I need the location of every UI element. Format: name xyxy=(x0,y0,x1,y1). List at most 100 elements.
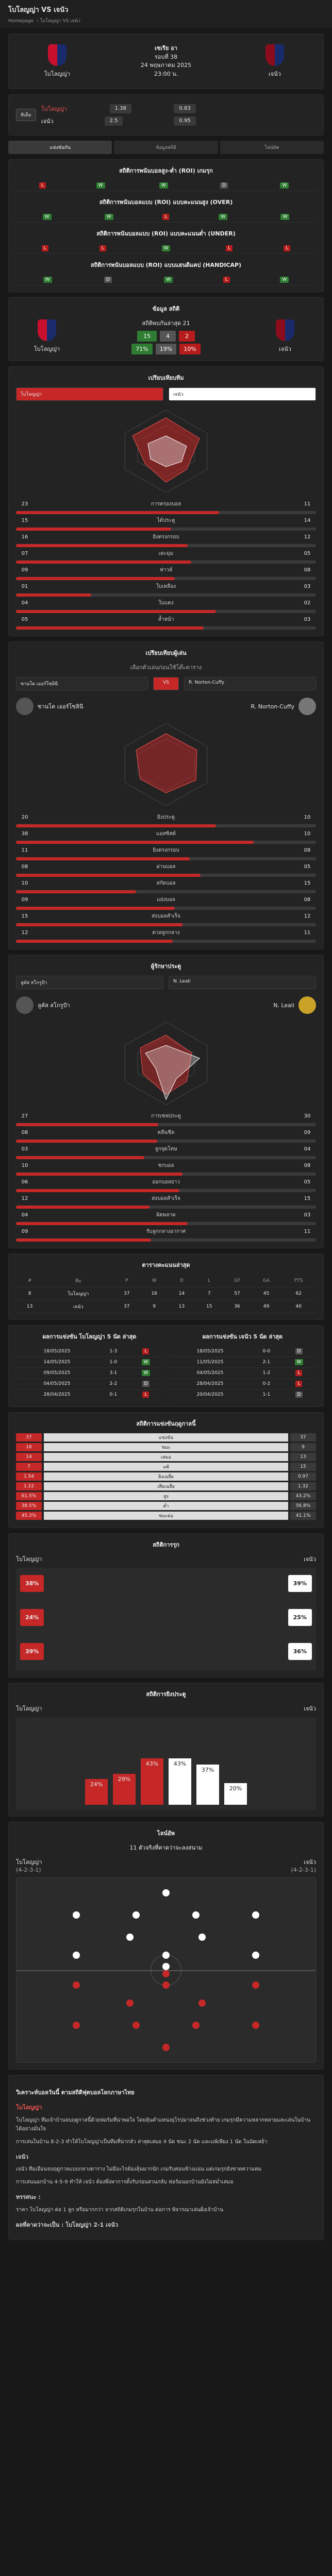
home-player-marker[interactable] xyxy=(198,1999,206,2007)
table-row[interactable]: 04/05/2025 1-2 L xyxy=(169,1367,316,1379)
away-player-marker[interactable] xyxy=(73,1911,80,1919)
analysis-p4: การเล่นนอกบ้าน 4-5-9 ทำให้ เจนัว ต้องพึ่… xyxy=(16,2179,234,2185)
form-result-badge: L xyxy=(142,1392,150,1398)
standings-table: # ทีม P W D L GF GA PTS 8 โบโลญญ่า 37 16 14 7 57 45 62 13… xyxy=(16,1275,316,1313)
standings-cell: 40 xyxy=(281,1300,316,1313)
player-stat-bar xyxy=(16,940,316,943)
team-stat-row: 01 ใบเหลือง 03 xyxy=(16,580,316,594)
goal-bar-3: 43% xyxy=(141,1758,163,1805)
player-stat-home-value: 20 xyxy=(21,815,28,820)
standings-cell: 8 xyxy=(16,1287,44,1300)
away-player-marker[interactable] xyxy=(252,1911,259,1919)
home-team[interactable]: โบโลญญ่า xyxy=(26,44,88,78)
away-player-marker[interactable] xyxy=(73,1952,80,1959)
player-select-away[interactable]: R. Norton-Cuffy xyxy=(184,677,316,690)
season-label: สูง xyxy=(44,1492,288,1500)
player-stat-away-value: 05 xyxy=(304,864,311,870)
season-label: เสมอ xyxy=(44,1453,288,1461)
h2h-draws: 4 xyxy=(159,331,176,342)
goal-bar-2: 29% xyxy=(113,1774,136,1805)
home-player-marker[interactable] xyxy=(126,1999,134,2007)
player-radar-chart xyxy=(124,723,208,806)
season-row: 7 แพ้ 15 xyxy=(16,1463,316,1471)
form-score: 1-3 xyxy=(97,1346,129,1357)
keeper-select-away[interactable]: N. Leali xyxy=(169,976,316,989)
standings-header: P xyxy=(113,1275,141,1287)
form-home-title: ผลการแข่งขัน โบโลญญ่า 5 นัด ล่าสุด xyxy=(42,1333,137,1340)
odds-value-2: 0.83 xyxy=(174,104,196,113)
season-row: 16 ชนะ 9 xyxy=(16,1443,316,1451)
player-stat-away-value: 15 xyxy=(304,880,311,886)
tab-lineup[interactable]: ไลน์อัพ xyxy=(220,141,324,154)
table-row[interactable]: 28/04/2025 0-1 L xyxy=(16,1389,163,1400)
season-row: 14 เสมอ 13 xyxy=(16,1453,316,1461)
goal-time-home: โบโลญญ่า xyxy=(16,1705,42,1712)
team-compare-away[interactable]: เจนัว xyxy=(169,387,316,401)
player-stat-row: 20 ยิงประตู 10 xyxy=(16,811,316,824)
season-label: แพ้ xyxy=(44,1463,288,1471)
home-player-marker[interactable] xyxy=(73,1981,80,1989)
tab-stats[interactable]: ข้อมูลสถิติ xyxy=(114,141,218,154)
player-stat-row: 11 ยิงตรงกรอบ 08 xyxy=(16,844,316,857)
table-row[interactable]: 8 โบโลญญ่า 37 16 14 7 57 45 62 xyxy=(16,1287,316,1300)
table-row[interactable]: 11/05/2025 2-1 W xyxy=(169,1357,316,1368)
home-player-marker[interactable] xyxy=(162,1970,170,1978)
home-crest-icon xyxy=(48,44,67,66)
tab-matches[interactable]: แข่งขันกัน xyxy=(8,141,112,154)
team-stat-bar xyxy=(16,528,316,531)
player-stat-away-value: 08 xyxy=(304,897,311,903)
team-stat-bar-fill xyxy=(16,577,175,580)
form-result-badge: L xyxy=(295,1381,303,1387)
standings-header: ทีม xyxy=(43,1275,113,1287)
away-player-marker[interactable] xyxy=(162,1962,170,1970)
table-row[interactable]: 28/04/2025 0-2 L xyxy=(169,1378,316,1389)
player-stat-bar xyxy=(16,824,316,827)
away-player-marker[interactable] xyxy=(162,1889,170,1896)
player-stat-bar xyxy=(16,841,316,844)
table-row[interactable]: 04/05/2025 2-2 D xyxy=(16,1378,163,1389)
away-player-marker[interactable] xyxy=(132,1911,140,1919)
tips-button[interactable]: ทีเด็ด xyxy=(16,109,36,121)
home-player-marker[interactable] xyxy=(132,2022,140,2029)
attack-away-left: 39% xyxy=(288,1575,312,1592)
team-stat-bar xyxy=(16,511,316,514)
table-row[interactable]: 18/05/2025 0-0 D xyxy=(169,1346,316,1357)
keeper-stat-row: 03 ลูกจุดโทษ 04 xyxy=(16,1143,316,1156)
keeper-select-home[interactable]: ลูคัส สโกรูป้า xyxy=(16,976,163,989)
analysis-home-name: โบโลญญ่า xyxy=(16,2104,42,2111)
table-row[interactable]: 09/05/2025 3-1 W xyxy=(16,1367,163,1379)
away-player-marker[interactable] xyxy=(252,1952,259,1959)
home-player-marker[interactable] xyxy=(252,2022,259,2029)
team-stat-away-value: 02 xyxy=(304,600,311,606)
player-compare-card: เปรียบเทียบผู้เล่น เลือกตัวเล่นก่อนใช้โต… xyxy=(8,641,324,950)
away-player-marker[interactable] xyxy=(192,1911,200,1919)
table-row[interactable]: 20/04/2025 1-1 D xyxy=(169,1389,316,1400)
player-stat-bar xyxy=(16,907,316,910)
player-stat-home-value: 11 xyxy=(21,848,28,853)
away-player-marker[interactable] xyxy=(162,1952,170,1959)
keeper-stat-row: 27 การเซฟประตู 30 xyxy=(16,1110,316,1123)
form-home-table: 18/05/2025 1-3 L 14/05/2025 1-0 W 09/05/2025 3-… xyxy=(16,1346,163,1400)
form-date: 20/04/2025 xyxy=(169,1389,251,1400)
keeper-stat-home-value: 10 xyxy=(21,1163,28,1168)
home-player-marker[interactable] xyxy=(162,1981,170,1989)
analysis-title: วิเคราะห์บอลวันนี้ ตามสถิติฟุตบอลโลกภาษา… xyxy=(16,2089,135,2096)
team-compare-home[interactable]: โบโลญญ่า xyxy=(16,387,163,401)
table-row[interactable]: 18/05/2025 1-3 L xyxy=(16,1346,163,1357)
lineup-sub: 11 ตัวจริงที่คาดว่าจะลงสนาม xyxy=(129,1844,203,1851)
home-player-marker[interactable] xyxy=(162,2044,170,2052)
table-row[interactable]: 13 เจนัว 37 9 13 15 36 49 40 xyxy=(16,1300,316,1313)
team-stat-away-value: 03 xyxy=(304,617,311,622)
home-player-marker[interactable] xyxy=(192,2022,200,2029)
breadcrumb-home[interactable]: Homepage xyxy=(8,19,34,24)
team-stat-row: 09 ฟาวล์ 08 xyxy=(16,564,316,577)
away-player-marker[interactable] xyxy=(126,1933,134,1941)
home-player-marker[interactable] xyxy=(252,1981,259,1989)
table-row[interactable]: 14/05/2025 1-0 W xyxy=(16,1357,163,1368)
home-player-marker[interactable] xyxy=(73,2022,80,2029)
away-team[interactable]: เจนัว xyxy=(244,44,306,78)
season-label: ยิงเฉลี่ย xyxy=(44,1472,288,1481)
player-select-home[interactable]: ซานโต เออร์โซลินี xyxy=(16,677,148,690)
analysis-card: วิเคราะห์บอลวันนี้ ตามสถิติฟุตบอลโลกภาษา… xyxy=(8,2075,324,2240)
away-player-marker[interactable] xyxy=(198,1933,206,1941)
